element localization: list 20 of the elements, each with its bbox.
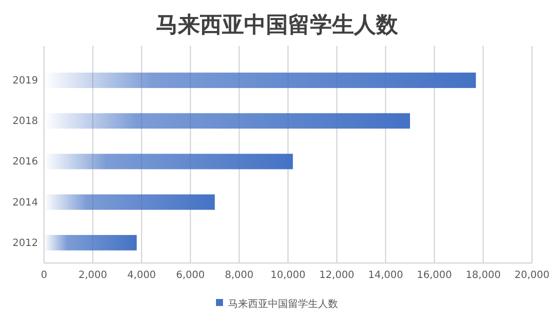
x-tick-label: 18,000 [466, 270, 501, 282]
y-tick-label: 2012 [12, 238, 38, 249]
x-tick-label: 2,000 [78, 270, 108, 282]
bar [44, 234, 137, 250]
x-tick-label: 14,000 [368, 270, 404, 282]
y-tick-label: 2016 [12, 156, 38, 168]
x-tick-label: 4,000 [127, 270, 156, 282]
x-tick-label: 20,000 [514, 270, 550, 282]
bar [44, 194, 215, 210]
y-tick-label: 2014 [12, 197, 38, 208]
x-tick-label: 0 [40, 270, 48, 282]
legend-label: 马来西亚中国留学生人数 [228, 298, 338, 310]
y-tick-label: 2018 [12, 116, 38, 128]
x-tick-label: 12,000 [319, 270, 354, 282]
chart-title: 马来西亚中国留学生人数 [156, 13, 399, 38]
x-tick-label: 16,000 [416, 270, 452, 282]
x-tick-label: 6,000 [176, 270, 205, 282]
x-tick-label: 10,000 [270, 270, 306, 282]
x-tick-label: 8,000 [224, 270, 254, 282]
y-tick-label: 2019 [12, 76, 38, 86]
